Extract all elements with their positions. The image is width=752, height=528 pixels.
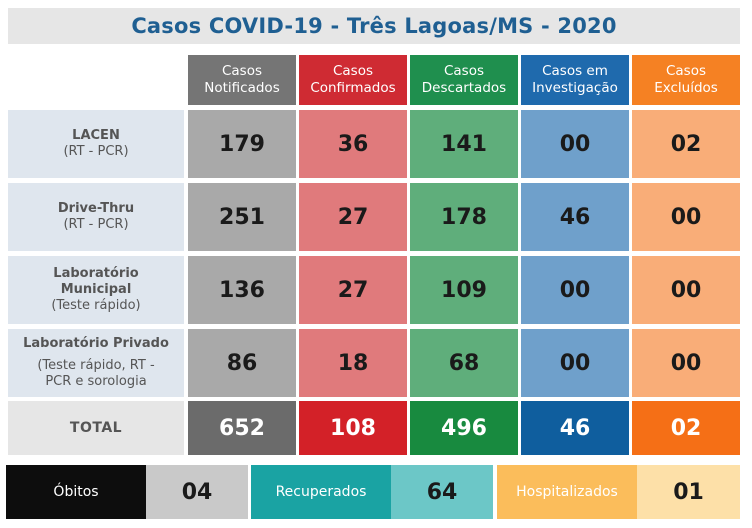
cell-privado-descartados: 68 xyxy=(410,329,518,397)
total-confirmados: 108 xyxy=(299,401,407,455)
row-sub: (RT - PCR) xyxy=(63,217,129,232)
header-notificados: Casos Notificados xyxy=(188,55,296,105)
row-name: Laboratório xyxy=(53,266,139,281)
row-label-lab-municipal: Laboratório Municipal (Teste rápido) xyxy=(8,256,184,324)
cell-municipal-excluidos: 00 xyxy=(632,256,740,324)
header-confirmados: Casos Confirmados xyxy=(299,55,407,105)
total-label: TOTAL xyxy=(8,401,184,455)
summary-obitos-value: 04 xyxy=(146,465,248,519)
header-excluidos: Casos Excluídos xyxy=(632,55,740,105)
cell-lacen-excluidos: 02 xyxy=(632,110,740,178)
row-name: Drive-Thru xyxy=(57,201,135,216)
header-investigacao-line1: Casos em xyxy=(542,63,608,79)
page-title: Casos COVID-19 - Três Lagoas/MS - 2020 xyxy=(8,8,740,44)
cell-drive-investigacao: 46 xyxy=(521,183,629,251)
summary-recuperados-label: Recuperados xyxy=(251,465,391,519)
cell-privado-notificados: 86 xyxy=(188,329,296,397)
row-name-2: Municipal xyxy=(60,282,132,297)
cell-privado-confirmados: 18 xyxy=(299,329,407,397)
summary-hospitalizados-value: 01 xyxy=(637,465,740,519)
header-descartados: Casos Descartados xyxy=(410,55,518,105)
row-sub: (Teste rápido, RT - xyxy=(37,358,155,373)
row-sub: (Teste rápido) xyxy=(51,298,141,313)
row-label-drive-thru: Drive-Thru (RT - PCR) xyxy=(8,183,184,251)
summary-recuperados-value: 64 xyxy=(391,465,493,519)
cell-privado-excluidos: 00 xyxy=(632,329,740,397)
header-excluidos-line2: Excluídos xyxy=(654,80,718,96)
cell-drive-excluidos: 00 xyxy=(632,183,740,251)
header-confirmados-line1: Casos xyxy=(332,63,374,79)
header-notificados-line1: Casos xyxy=(221,63,263,79)
cell-municipal-notificados: 136 xyxy=(188,256,296,324)
row-label-lab-privado: Laboratório Privado (Teste rápido, RT - … xyxy=(8,329,184,397)
cell-lacen-investigacao: 00 xyxy=(521,110,629,178)
cell-lacen-confirmados: 36 xyxy=(299,110,407,178)
cell-lacen-notificados: 179 xyxy=(188,110,296,178)
header-descartados-line1: Casos xyxy=(443,63,485,79)
header-investigacao: Casos em Investigação xyxy=(521,55,629,105)
total-investigacao: 46 xyxy=(521,401,629,455)
cell-drive-confirmados: 27 xyxy=(299,183,407,251)
summary-hospitalizados-label: Hospitalizados xyxy=(497,465,637,519)
cell-drive-descartados: 178 xyxy=(410,183,518,251)
row-sub-2: PCR e sorologia xyxy=(45,374,147,389)
row-name: LACEN xyxy=(72,128,120,143)
total-descartados: 496 xyxy=(410,401,518,455)
header-confirmados-line2: Confirmados xyxy=(310,80,396,96)
header-descartados-line2: Descartados xyxy=(421,80,507,96)
total-excluidos: 02 xyxy=(632,401,740,455)
cell-municipal-descartados: 109 xyxy=(410,256,518,324)
cell-municipal-investigacao: 00 xyxy=(521,256,629,324)
header-notificados-line2: Notificados xyxy=(204,80,280,96)
row-sub: (RT - PCR) xyxy=(63,144,129,159)
row-name: Laboratório Privado xyxy=(23,336,169,351)
cell-lacen-descartados: 141 xyxy=(410,110,518,178)
cell-drive-notificados: 251 xyxy=(188,183,296,251)
header-excluidos-line1: Casos xyxy=(665,63,707,79)
cell-municipal-confirmados: 27 xyxy=(299,256,407,324)
header-investigacao-line2: Investigação xyxy=(532,80,618,96)
summary-obitos-label: Óbitos xyxy=(6,465,146,519)
cell-privado-investigacao: 00 xyxy=(521,329,629,397)
row-label-lacen: LACEN (RT - PCR) xyxy=(8,110,184,178)
total-notificados: 652 xyxy=(188,401,296,455)
